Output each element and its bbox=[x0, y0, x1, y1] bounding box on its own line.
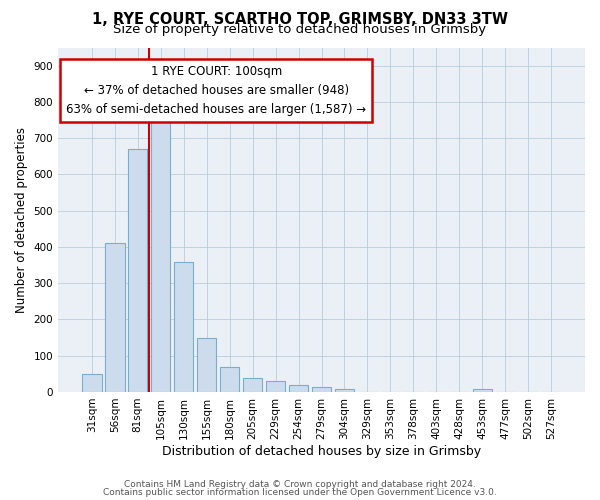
Bar bbox=[82, 374, 101, 392]
Text: Size of property relative to detached houses in Grimsby: Size of property relative to detached ho… bbox=[113, 22, 487, 36]
Text: Contains HM Land Registry data © Crown copyright and database right 2024.: Contains HM Land Registry data © Crown c… bbox=[124, 480, 476, 489]
Bar bbox=[312, 387, 331, 392]
Bar bbox=[243, 378, 262, 392]
Text: 1 RYE COURT: 100sqm
← 37% of detached houses are smaller (948)
63% of semi-detac: 1 RYE COURT: 100sqm ← 37% of detached ho… bbox=[66, 64, 366, 116]
Y-axis label: Number of detached properties: Number of detached properties bbox=[15, 126, 28, 312]
Text: 1, RYE COURT, SCARTHO TOP, GRIMSBY, DN33 3TW: 1, RYE COURT, SCARTHO TOP, GRIMSBY, DN33… bbox=[92, 12, 508, 28]
Bar bbox=[174, 262, 193, 392]
X-axis label: Distribution of detached houses by size in Grimsby: Distribution of detached houses by size … bbox=[162, 444, 481, 458]
Bar bbox=[151, 120, 170, 392]
Bar bbox=[266, 381, 286, 392]
Text: Contains public sector information licensed under the Open Government Licence v3: Contains public sector information licen… bbox=[103, 488, 497, 497]
Bar bbox=[105, 244, 125, 392]
Bar bbox=[335, 390, 354, 392]
Bar bbox=[128, 149, 148, 392]
Bar bbox=[197, 338, 217, 392]
Bar bbox=[220, 366, 239, 392]
Bar bbox=[289, 386, 308, 392]
Bar bbox=[473, 389, 492, 392]
